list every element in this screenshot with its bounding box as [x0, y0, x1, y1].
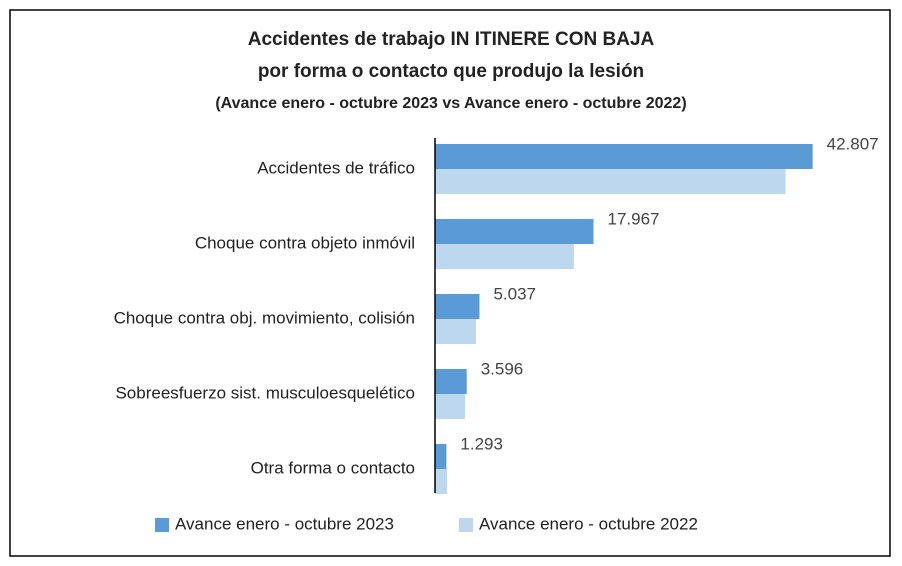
legend-label: Avance enero - octubre 2022	[479, 514, 698, 533]
legend-swatch	[458, 518, 473, 532]
legend-label: Avance enero - octubre 2023	[175, 514, 394, 533]
bar	[435, 469, 447, 494]
y-tick-label: Accidentes de tráfico	[257, 158, 415, 177]
bar	[435, 319, 476, 344]
chart-subtitle: (Avance enero - octubre 2023 vs Avance e…	[215, 95, 686, 112]
bar	[435, 369, 467, 394]
y-tick-label: Choque contra obj. movimiento, colisión	[114, 308, 415, 327]
data-label: 1.293	[460, 434, 503, 453]
chart-subtitle: por forma o contacto que produjo la lesi…	[258, 61, 644, 82]
chart-frame	[9, 9, 891, 557]
bar	[435, 294, 480, 319]
bar	[435, 244, 574, 269]
bar	[435, 144, 813, 169]
bar	[435, 219, 594, 244]
chart-title: Accidentes de trabajo IN ITINERE CON BAJ…	[248, 29, 655, 50]
y-tick-label: Otra forma o contacto	[251, 458, 415, 477]
data-label: 42.807	[827, 134, 879, 153]
bar	[435, 444, 447, 469]
bar	[435, 394, 465, 419]
data-label: 17.967	[608, 209, 660, 228]
bar	[435, 169, 786, 194]
data-label: 5.037	[493, 284, 536, 303]
data-label: 3.596	[481, 359, 524, 378]
y-tick-label: Choque contra objeto inmóvil	[195, 233, 415, 252]
y-tick-label: Sobreesfuerzo sist. musculoesquelético	[115, 383, 415, 402]
legend-swatch	[155, 518, 169, 532]
